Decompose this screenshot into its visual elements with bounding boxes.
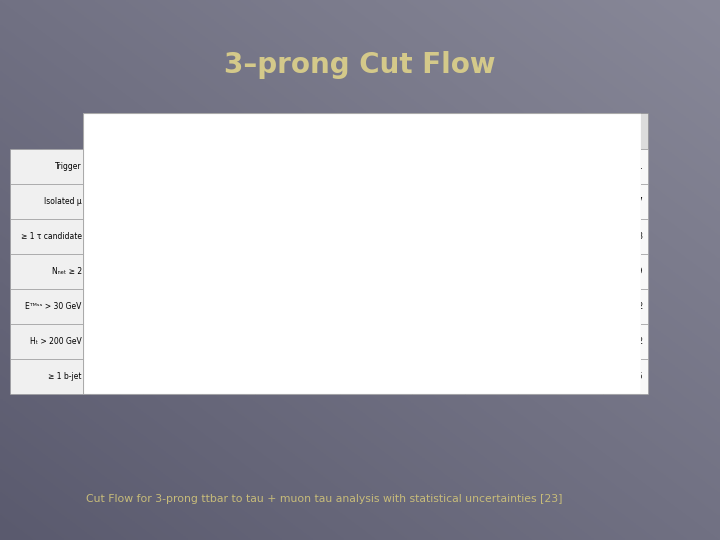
Text: 3–prong Cut Flow: 3–prong Cut Flow [224,51,496,79]
Text: Cut Flow for 3-prong ttbar to tau + muon tau analysis with statistical uncertain: Cut Flow for 3-prong ttbar to tau + muon… [86,495,563,504]
FancyBboxPatch shape [83,113,641,394]
